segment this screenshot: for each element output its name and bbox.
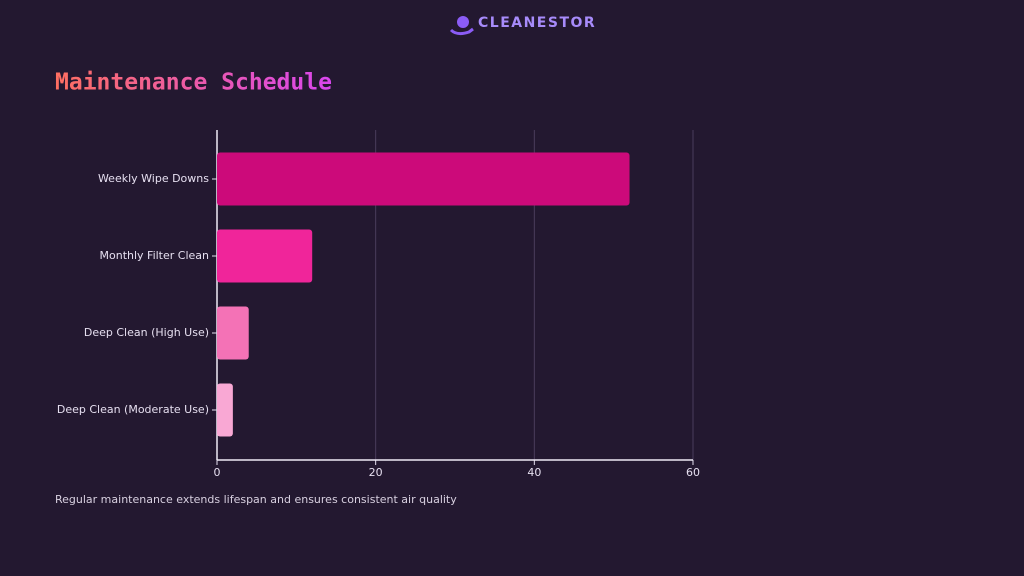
x-tick-label: 40 [527,466,541,479]
bar [217,306,249,360]
bar [217,383,233,437]
y-tick-label: Monthly Filter Clean [100,249,210,262]
logo-text: CLEANESTOR [478,15,596,31]
x-tick-label: 60 [686,466,700,479]
footnote: Regular maintenance extends lifespan and… [55,493,457,506]
x-tick-label: 20 [369,466,383,479]
y-tick-label: Deep Clean (Moderate Use) [57,403,209,416]
bar [217,229,313,283]
chart-title: Maintenance Schedule [55,70,332,96]
y-tick-label: Deep Clean (High Use) [84,326,209,339]
y-tick-label: Weekly Wipe Downs [98,172,209,185]
logo-icon [449,16,474,36]
bar [217,152,630,206]
x-tick-label: 0 [214,466,221,479]
